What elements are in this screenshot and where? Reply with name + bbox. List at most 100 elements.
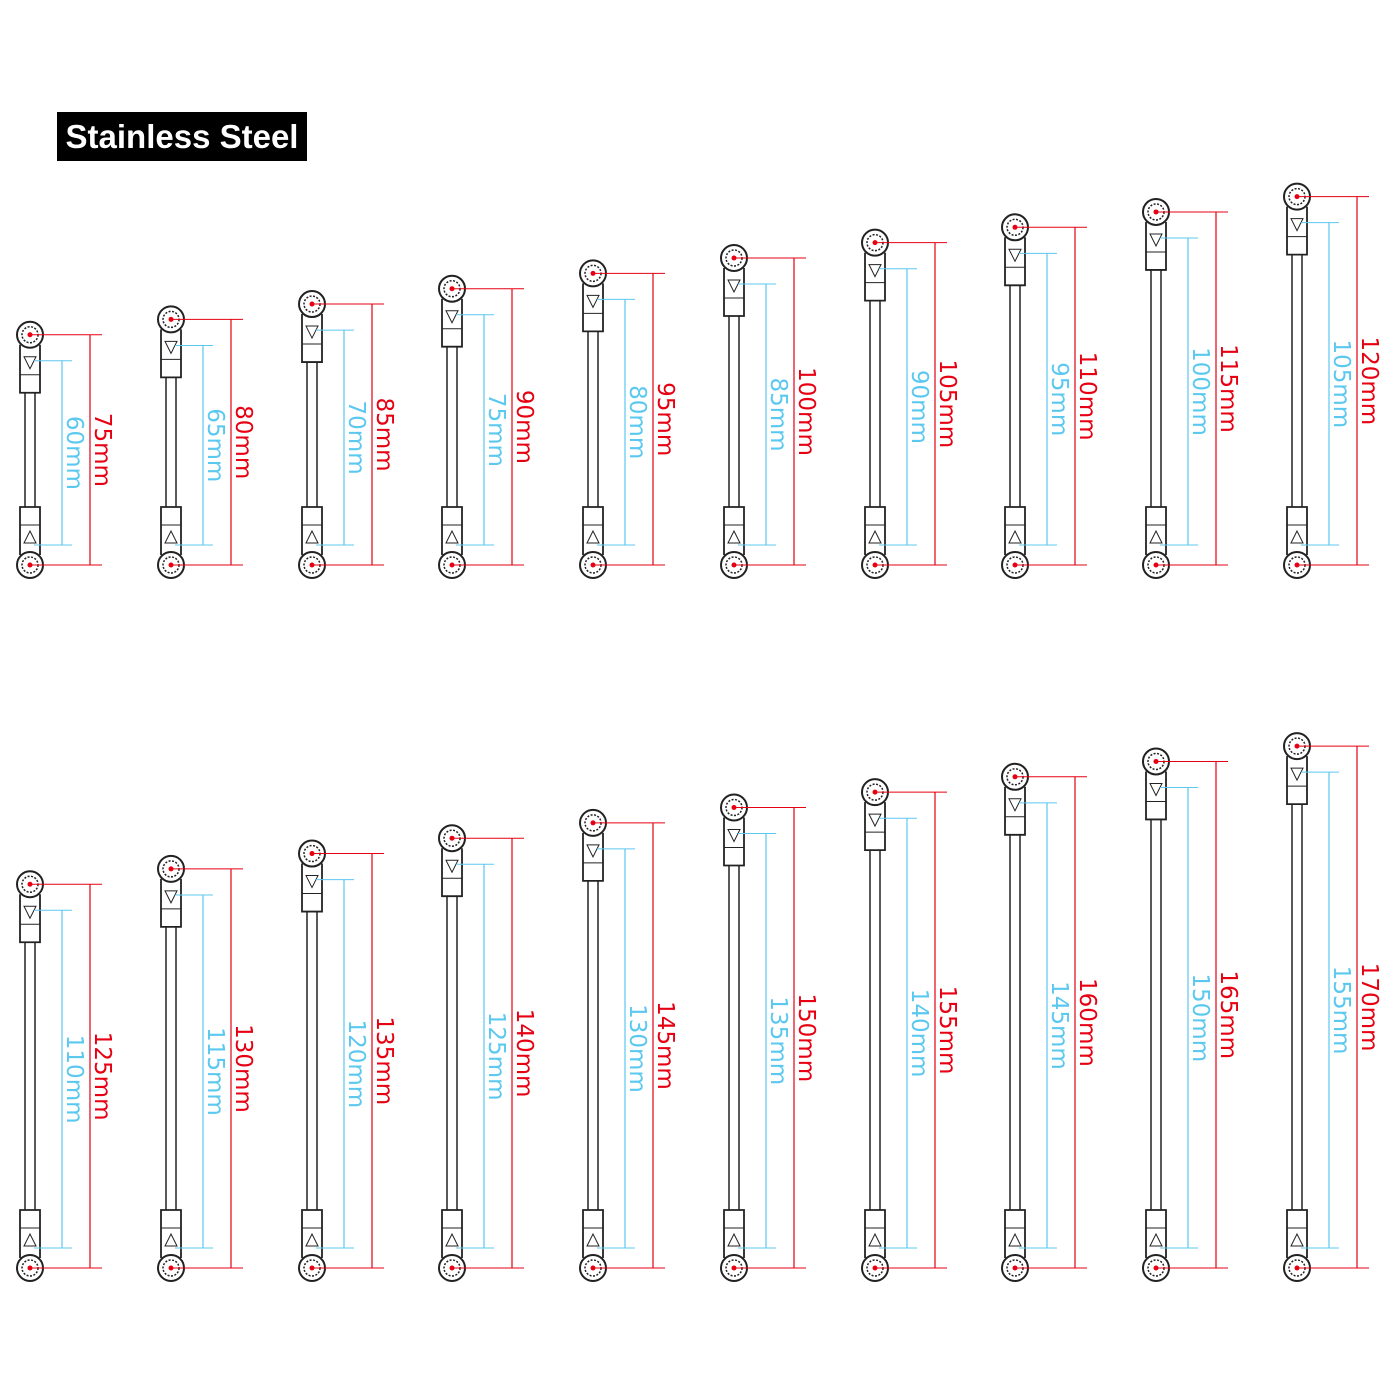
rod-shaft: [728, 297, 740, 526]
rod-shaft: [869, 831, 881, 1229]
inner-length-label: 155mm: [1328, 966, 1354, 1055]
top-rod-end-detail: [1008, 248, 1022, 263]
bottom-rod-end-detail: [727, 1232, 741, 1247]
bottom-rod-end-detail: [445, 1232, 459, 1247]
inner-length-label: 135mm: [765, 996, 791, 1085]
overall-length-label: 155mm: [934, 986, 960, 1075]
inner-length-label: 145mm: [1046, 981, 1072, 1070]
rod-shaft: [1009, 266, 1021, 526]
inner-length-label: 65mm: [202, 408, 228, 482]
overall-length-label: 75mm: [89, 413, 115, 487]
rod-shaft: [1291, 235, 1303, 526]
overall-length-label: 110mm: [1074, 352, 1100, 441]
inner-length-label: 140mm: [906, 989, 932, 1078]
top-rod-end-detail: [868, 264, 882, 278]
overall-length-label: 135mm: [371, 1016, 397, 1105]
bottom-rod-end-detail: [445, 529, 459, 544]
inner-length-label: 105mm: [1328, 339, 1354, 428]
rod-shaft: [306, 892, 318, 1229]
inner-length-label: 70mm: [343, 401, 369, 475]
inner-length-label: 80mm: [624, 385, 650, 459]
inner-length-label: 150mm: [1187, 973, 1213, 1062]
top-rod-end-detail: [1008, 798, 1022, 812]
top-rod-end-detail: [305, 325, 319, 340]
rod-shaft: [165, 358, 177, 526]
bottom-rod-end-detail: [164, 1232, 178, 1247]
inner-length-label: 130mm: [624, 1004, 650, 1093]
overall-length-label: 85mm: [371, 397, 397, 471]
overall-length-label: 165mm: [1215, 970, 1241, 1059]
bottom-rod-end-detail: [586, 1232, 600, 1247]
overall-length-label: 120mm: [1356, 336, 1382, 425]
title-label: Stainless Steel: [57, 112, 307, 161]
inner-length-label: 60mm: [61, 416, 87, 490]
top-rod-end-detail: [1290, 218, 1304, 232]
rod-shaft: [1150, 251, 1162, 526]
top-rod-end-detail: [1290, 767, 1304, 782]
rod-shaft: [587, 862, 599, 1229]
top-rod-end-detail: [727, 279, 741, 294]
overall-length-label: 105mm: [934, 359, 960, 448]
overall-length-label: 170mm: [1356, 963, 1382, 1052]
overall-length-label: 90mm: [511, 390, 537, 464]
overall-length-label: 125mm: [89, 1032, 115, 1121]
rod-shaft: [165, 908, 177, 1229]
top-rod-end-detail: [445, 310, 459, 324]
bottom-rod-end-detail: [1149, 529, 1163, 544]
overall-length-label: 100mm: [793, 367, 819, 456]
rod-shaft: [1150, 800, 1162, 1229]
bottom-rod-end-detail: [305, 529, 319, 544]
bottom-rod-end-detail: [1008, 1232, 1022, 1247]
rod-shaft: [24, 923, 36, 1229]
top-rod-end-detail: [445, 859, 459, 874]
bottom-rod-end-detail: [868, 529, 882, 544]
rod-shaft: [446, 327, 458, 526]
bottom-rod-end-detail: [1008, 529, 1022, 544]
top-rod-end-detail: [1149, 233, 1163, 248]
top-rod-end-detail: [586, 844, 600, 858]
rod-shaft: [1009, 816, 1021, 1229]
rod-shaft: [869, 281, 881, 526]
bottom-rod-end-detail: [727, 529, 741, 544]
rod-shaft: [446, 877, 458, 1229]
rod-shaft: [728, 846, 740, 1229]
top-rod-end-detail: [727, 829, 741, 843]
inner-length-label: 110mm: [61, 1035, 87, 1124]
overall-length-label: 130mm: [230, 1024, 256, 1113]
top-rod-end-detail: [305, 875, 319, 889]
inner-length-label: 75mm: [483, 393, 509, 467]
bottom-rod-end-detail: [1290, 529, 1304, 544]
top-rod-end-detail: [164, 890, 178, 905]
bottom-rod-end-detail: [23, 1232, 37, 1247]
rod-shaft: [587, 312, 599, 526]
rod-shaft: [24, 374, 36, 526]
bottom-rod-end-detail: [164, 529, 178, 544]
bottom-rod-end-detail: [305, 1232, 319, 1247]
top-rod-end-detail: [1149, 782, 1163, 797]
inner-length-label: 85mm: [765, 377, 791, 451]
overall-length-label: 115mm: [1215, 344, 1241, 433]
bottom-rod-end-detail: [586, 529, 600, 544]
top-rod-end-detail: [868, 813, 882, 828]
rod-shaft: [1291, 785, 1303, 1229]
top-rod-end-detail: [23, 905, 37, 920]
inner-length-label: 120mm: [343, 1019, 369, 1108]
bottom-rod-end-detail: [1290, 1232, 1304, 1247]
inner-length-label: 95mm: [1046, 362, 1072, 436]
inner-length-label: 100mm: [1187, 347, 1213, 436]
